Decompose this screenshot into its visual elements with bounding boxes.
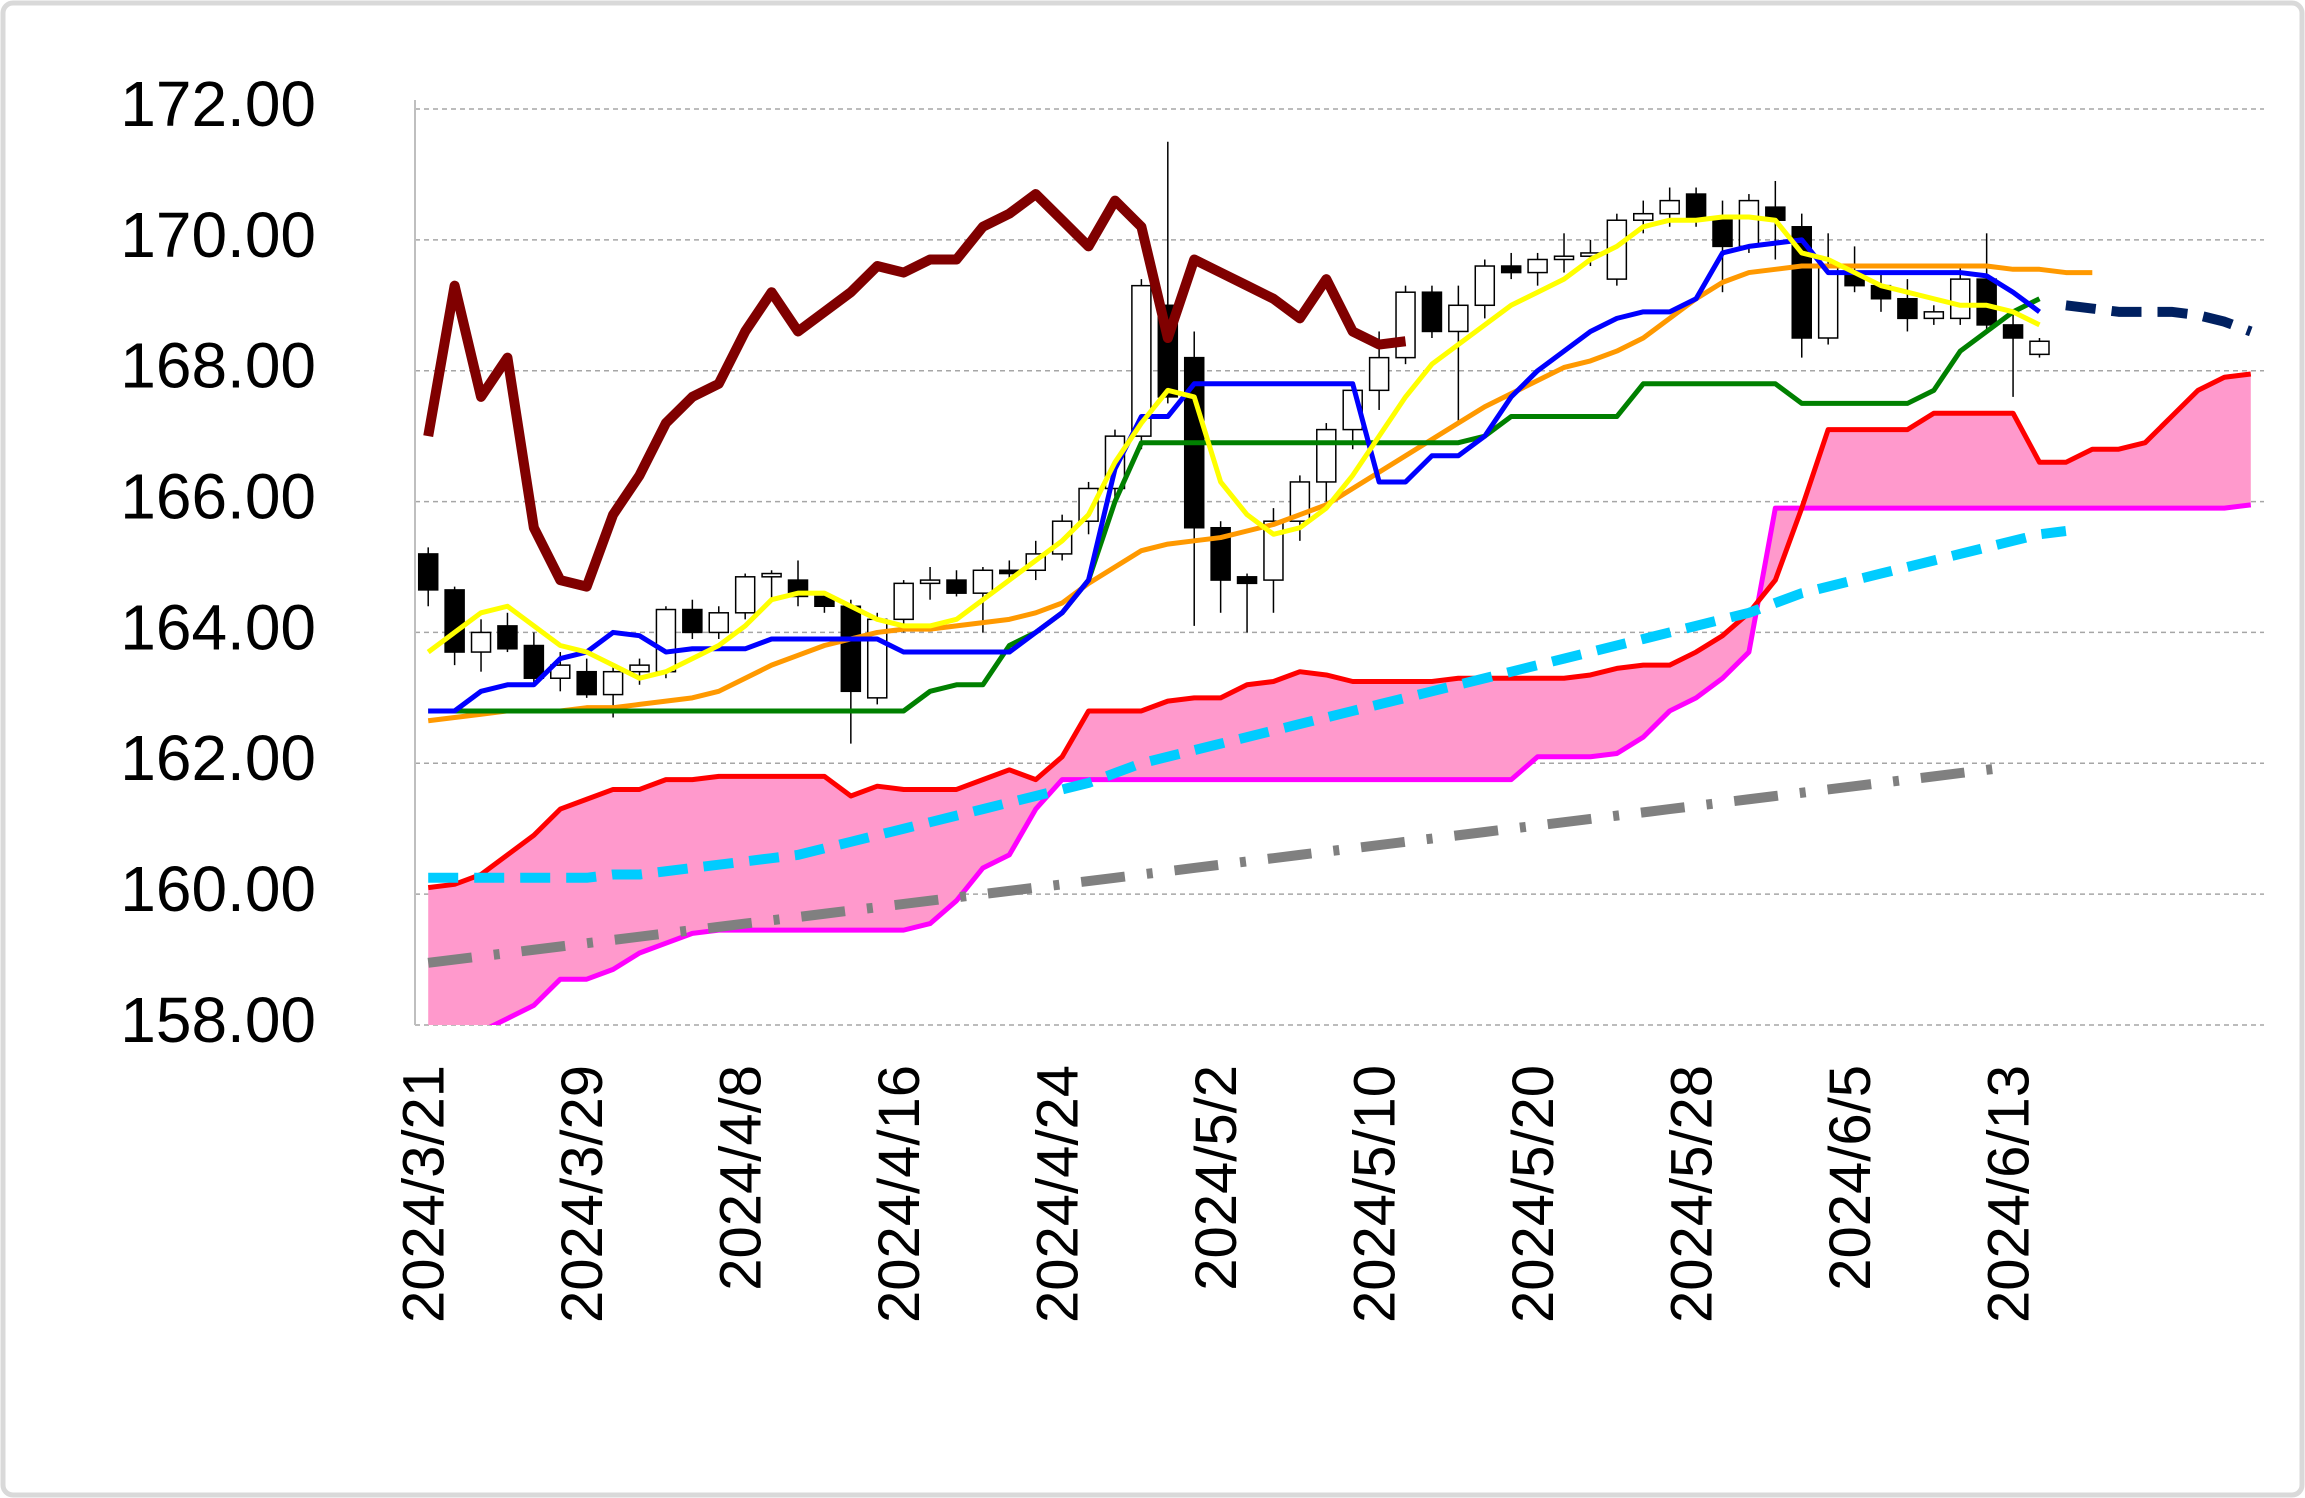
candle-body	[1976, 278, 1997, 326]
candle-body	[946, 579, 967, 594]
candle-body	[1553, 255, 1575, 261]
candle-body	[761, 572, 782, 578]
axis-labels: 158.00 160.00 162.00 164.00 166.00 168.00 170.…	[120, 68, 2041, 1323]
candle-body	[550, 664, 571, 679]
candle-body	[1527, 258, 1548, 274]
y-tick-label: 170.00	[120, 199, 316, 271]
candle-body	[972, 569, 994, 594]
candle-body	[1421, 291, 1443, 333]
candle-body	[1316, 428, 1337, 483]
candle-body	[814, 595, 835, 608]
moving-average-line	[427, 761, 2014, 968]
x-tick-label: 2024/4/16	[867, 1065, 932, 1323]
moving-average-line	[428, 526, 2067, 883]
candle-body	[523, 644, 545, 679]
candle-body	[655, 608, 677, 673]
span-a-line	[427, 371, 2252, 891]
cloud-area	[428, 373, 2251, 1025]
y-tick-label: 166.00	[120, 460, 316, 532]
candle-body	[1263, 520, 1284, 581]
candle-body	[682, 608, 703, 634]
candle-body	[1131, 284, 1152, 437]
candle-body	[470, 631, 492, 653]
candle-body	[893, 582, 914, 621]
indicator-line	[428, 296, 2041, 714]
y-tick-label: 160.00	[120, 853, 316, 925]
candle-body	[1395, 291, 1416, 359]
indicator-line	[426, 214, 2041, 681]
indicator-line	[427, 263, 2093, 724]
candle-body	[2002, 324, 2024, 339]
candle-body	[1500, 265, 1522, 274]
candle-body	[2029, 340, 2050, 356]
candle-body	[1897, 297, 1918, 320]
indicator-line	[2065, 300, 2253, 337]
candle-body	[1236, 576, 1258, 585]
y-tick-label: 162.00	[120, 722, 316, 794]
candle-body	[1817, 265, 1839, 339]
candle-body	[629, 664, 650, 673]
y-tick-label: 172.00	[120, 68, 316, 140]
candle-body	[1738, 199, 1760, 248]
candle-body	[919, 579, 941, 585]
candle-body	[1633, 212, 1654, 221]
x-tick-label: 2024/6/13	[1976, 1065, 2041, 1323]
x-tick-label: 2024/4/8	[709, 1065, 774, 1291]
indicator-line	[428, 237, 2041, 714]
candle-body	[734, 576, 756, 614]
x-tick-label: 2024/5/28	[1659, 1065, 1724, 1323]
candle-body	[444, 589, 465, 653]
candle-body	[1368, 356, 1390, 392]
candle-body	[1685, 193, 1707, 221]
x-tick-label: 2024/4/24	[1025, 1065, 1090, 1323]
candle-body	[1712, 219, 1733, 248]
candle-body	[1659, 199, 1680, 215]
y-tick-label: 158.00	[120, 984, 316, 1056]
plot-area	[417, 141, 2253, 1025]
candle-body	[1949, 278, 1971, 320]
x-tick-label: 2024/5/20	[1501, 1065, 1566, 1323]
candle-body	[1448, 304, 1469, 333]
candle-body	[602, 670, 624, 696]
x-tick-label: 2024/5/10	[1342, 1065, 1407, 1323]
candle-body	[1078, 487, 1099, 522]
candle-body	[1474, 265, 1496, 307]
y-tick-label: 164.00	[120, 591, 316, 663]
x-tick-label: 2024/6/5	[1818, 1065, 1883, 1291]
candle-body	[840, 605, 862, 693]
candle-body	[1210, 526, 1231, 581]
candle-body	[417, 553, 439, 591]
candle-body	[708, 612, 730, 634]
candle-body	[576, 670, 597, 696]
candle-body	[1923, 311, 1945, 320]
indicator-line	[423, 189, 1407, 592]
x-tick-label: 2024/3/29	[550, 1065, 615, 1323]
candle-body	[497, 625, 518, 650]
x-tick-label: 2024/3/21	[392, 1065, 457, 1323]
x-tick-label: 2024/5/2	[1184, 1065, 1249, 1291]
y-tick-label: 168.00	[120, 330, 316, 402]
